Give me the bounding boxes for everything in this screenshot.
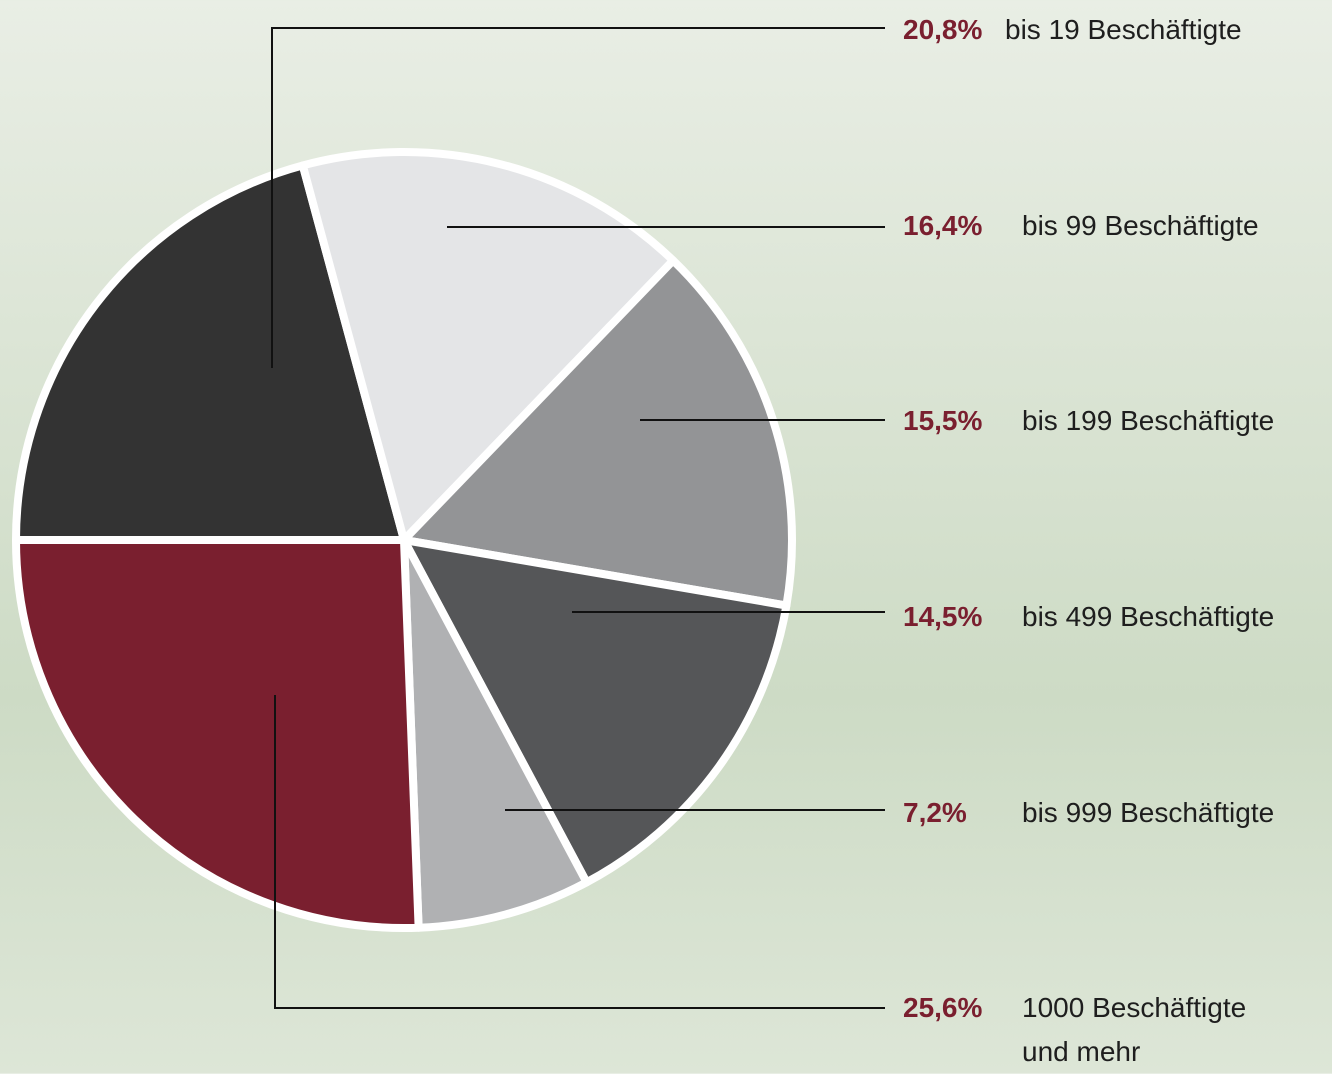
pie-slice (12, 161, 408, 544)
value-label: 20,8% (903, 14, 983, 45)
value-label: 25,6% (903, 992, 983, 1023)
category-label: 1000 Beschäftigte und mehr (1022, 992, 1247, 1067)
pie-slice (12, 536, 423, 932)
category-label: bis 99 Beschäftigte (1022, 210, 1259, 241)
value-label: 16,4% (903, 210, 983, 241)
category-label: bis 999 Beschäftigte (1022, 797, 1275, 828)
pie (12, 148, 796, 932)
leader-line (271, 27, 885, 368)
pie-slice (400, 536, 591, 932)
category-label: bis 499 Beschäftigte (1022, 601, 1275, 632)
value-label: 7,2% (903, 797, 967, 828)
pie-slice (400, 536, 791, 887)
category-label: bis 19 Beschäftigte (1005, 14, 1242, 45)
leader-line (274, 695, 885, 1009)
value-label: 14,5% (903, 601, 983, 632)
value-label: 15,5% (903, 405, 983, 436)
pie-slice (298, 148, 678, 544)
category-label: bis 199 Beschäftigte (1022, 405, 1275, 436)
leader-lines (271, 27, 885, 1009)
pie-slice (400, 256, 796, 610)
